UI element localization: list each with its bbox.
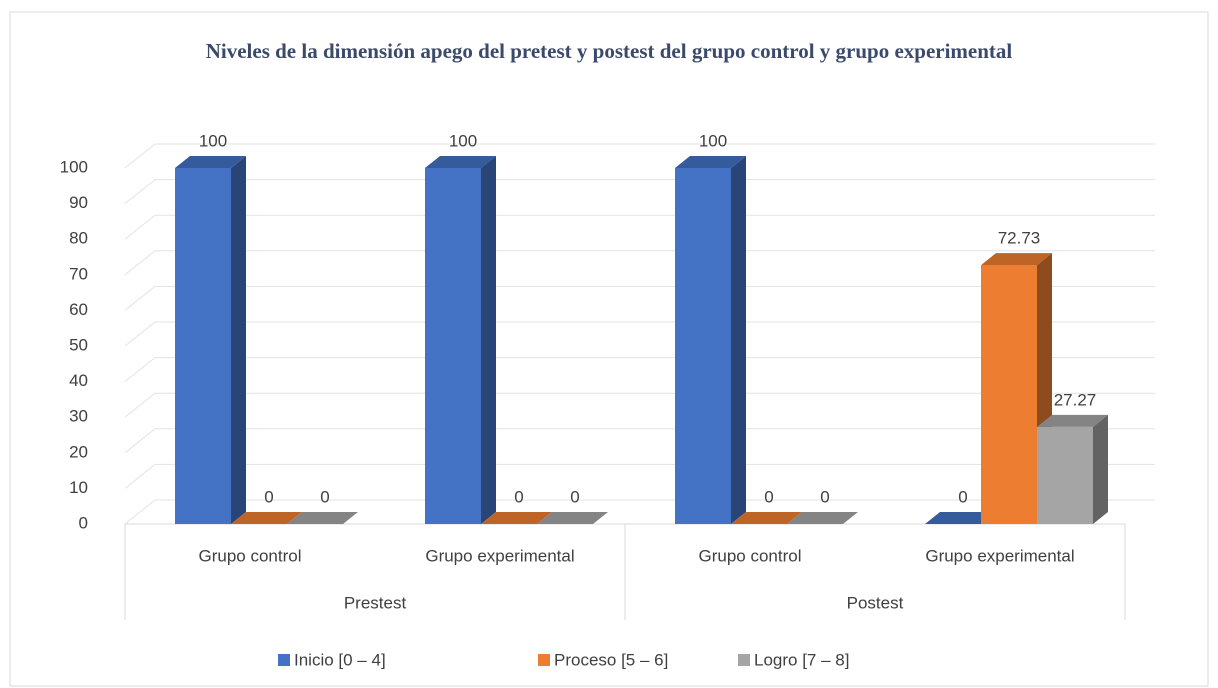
bar-face bbox=[1037, 426, 1093, 524]
bar-face bbox=[981, 253, 1052, 266]
bar-face bbox=[481, 512, 552, 524]
grid-line bbox=[124, 499, 1155, 525]
grid-line bbox=[124, 285, 1155, 311]
y-tick-label: 10 bbox=[69, 478, 88, 497]
y-tick-label: 20 bbox=[69, 442, 88, 461]
data-label: 0 bbox=[570, 487, 579, 506]
bar-face bbox=[175, 156, 246, 168]
bar bbox=[731, 512, 802, 524]
grid-line bbox=[124, 214, 1155, 240]
y-tick-label: 0 bbox=[79, 513, 88, 532]
group-label: Postest bbox=[847, 593, 904, 612]
data-label: 100 bbox=[199, 131, 227, 150]
group-label: Prestest bbox=[344, 593, 407, 612]
bar-face bbox=[925, 512, 996, 524]
bar bbox=[675, 156, 746, 524]
bar-face bbox=[425, 156, 496, 168]
y-tick-label: 70 bbox=[69, 264, 88, 283]
legend-swatch bbox=[738, 654, 750, 666]
y-tick-label: 60 bbox=[69, 300, 88, 319]
grid-line bbox=[124, 179, 1155, 204]
bar bbox=[175, 156, 246, 524]
bar bbox=[537, 512, 608, 524]
chart-border bbox=[9, 11, 1209, 687]
data-label: 100 bbox=[449, 131, 477, 150]
data-label: 0 bbox=[320, 487, 329, 506]
bar-face bbox=[537, 512, 608, 524]
grid-line bbox=[124, 463, 1155, 489]
bar bbox=[925, 512, 996, 524]
y-tick-label: 90 bbox=[69, 193, 88, 212]
x-tick-label: Grupo control bbox=[199, 546, 302, 565]
grid-line bbox=[124, 357, 1155, 382]
bar bbox=[1037, 414, 1108, 524]
grid-line bbox=[124, 392, 1155, 418]
x-tick-label: Grupo control bbox=[699, 546, 802, 565]
legend-swatch bbox=[538, 654, 550, 666]
grid-line bbox=[124, 321, 1155, 347]
y-tick-label: 100 bbox=[60, 157, 88, 176]
legend-label: Inicio [0 – 4] bbox=[294, 650, 386, 669]
bar-face bbox=[231, 156, 246, 524]
legend-label: Proceso [5 – 6] bbox=[554, 650, 668, 669]
bar bbox=[425, 156, 496, 524]
x-tick-label: Grupo experimental bbox=[925, 546, 1074, 565]
y-tick-label: 80 bbox=[69, 229, 88, 248]
data-label: 0 bbox=[264, 487, 273, 506]
data-label: 27.27 bbox=[1054, 390, 1097, 409]
y-tick-label: 30 bbox=[69, 407, 88, 426]
grid-line bbox=[124, 250, 1155, 276]
bar bbox=[481, 512, 552, 524]
legend-swatch bbox=[278, 654, 290, 666]
y-tick-label: 40 bbox=[69, 371, 88, 390]
chart-title: Niveles de la dimensión apego del pretes… bbox=[205, 39, 1013, 63]
bar-face bbox=[731, 512, 802, 524]
grid-line bbox=[124, 143, 1155, 169]
bar bbox=[231, 512, 302, 524]
bar-face bbox=[231, 512, 302, 524]
bar-face bbox=[675, 168, 731, 524]
bar bbox=[787, 512, 858, 524]
bar-face bbox=[981, 265, 1037, 524]
data-label: 100 bbox=[699, 131, 727, 150]
grid-line bbox=[124, 428, 1155, 454]
data-label: 0 bbox=[958, 487, 967, 506]
data-label: 0 bbox=[820, 487, 829, 506]
data-label: 72.73 bbox=[998, 229, 1041, 248]
y-tick-label: 50 bbox=[69, 335, 88, 354]
bar-face bbox=[425, 168, 481, 524]
bar-face bbox=[731, 156, 746, 524]
legend-label: Logro [7 – 8] bbox=[754, 650, 849, 669]
bar bbox=[287, 512, 358, 524]
x-tick-label: Grupo experimental bbox=[425, 546, 574, 565]
bar-face bbox=[287, 512, 358, 524]
data-label: 0 bbox=[764, 487, 773, 506]
bar-face bbox=[787, 512, 858, 524]
bar-face bbox=[481, 156, 496, 524]
bar-face bbox=[175, 168, 231, 524]
bar-face bbox=[675, 156, 746, 168]
data-label: 0 bbox=[514, 487, 523, 506]
bar-face bbox=[1093, 414, 1108, 524]
bar-face bbox=[1037, 414, 1108, 427]
